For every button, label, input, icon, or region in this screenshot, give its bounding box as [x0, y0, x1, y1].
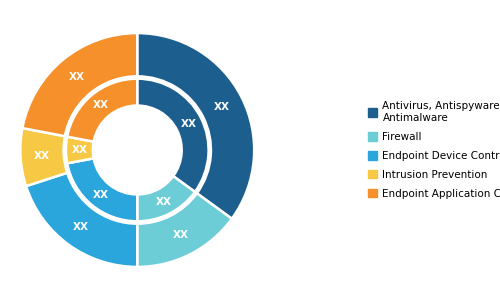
- Text: XX: XX: [92, 190, 108, 200]
- Text: XX: XX: [68, 72, 84, 82]
- Wedge shape: [138, 33, 254, 219]
- Wedge shape: [138, 176, 195, 221]
- Text: XX: XX: [34, 151, 50, 161]
- Wedge shape: [22, 33, 138, 136]
- Text: XX: XX: [73, 222, 89, 232]
- Text: XX: XX: [72, 145, 88, 155]
- Wedge shape: [67, 79, 138, 142]
- Wedge shape: [26, 173, 138, 267]
- Text: XX: XX: [92, 100, 108, 110]
- Text: XX: XX: [181, 119, 197, 129]
- Text: XX: XX: [172, 230, 188, 240]
- Wedge shape: [66, 136, 94, 164]
- Legend: Antivirus, Antispyware,
Antimalware, Firewall, Endpoint Device Control, Intrusio: Antivirus, Antispyware, Antimalware, Fir…: [366, 99, 500, 201]
- Wedge shape: [138, 79, 208, 192]
- Wedge shape: [67, 158, 138, 221]
- Wedge shape: [20, 128, 67, 186]
- Text: XX: XX: [156, 196, 172, 207]
- Wedge shape: [138, 193, 232, 267]
- Text: XX: XX: [214, 102, 230, 112]
